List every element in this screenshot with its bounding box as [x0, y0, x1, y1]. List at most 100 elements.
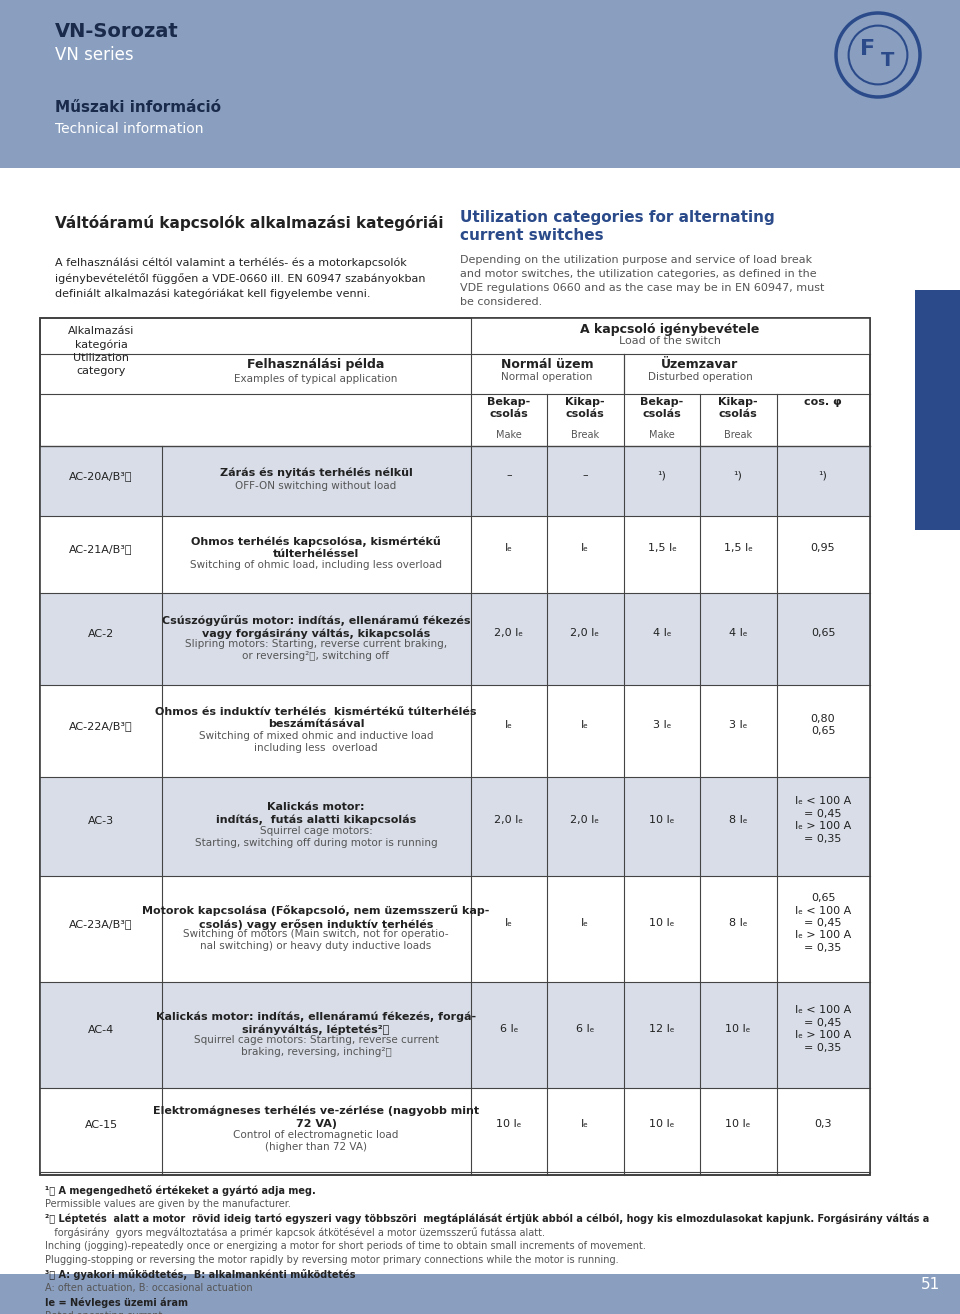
Text: A felhasználási céltól valamint a terhélés- és a motorkapcsolók
igénybevételétől: A felhasználási céltól valamint a terhél…: [55, 258, 425, 298]
Text: 10 Iₑ: 10 Iₑ: [649, 918, 675, 928]
Text: 6 Iₑ: 6 Iₑ: [500, 1024, 518, 1034]
Text: ³⦳ A: gyakori működtetés,  B: alkalmankénti működtetés: ³⦳ A: gyakori működtetés, B: alkalmankén…: [45, 1269, 355, 1280]
Text: 2,0 Iₑ: 2,0 Iₑ: [570, 628, 599, 639]
Text: Depending on the utilization purpose and service of load break
and motor switche: Depending on the utilization purpose and…: [460, 255, 825, 307]
Text: AC-2: AC-2: [88, 629, 114, 639]
Text: 8 Iₑ: 8 Iₑ: [729, 815, 747, 825]
Text: Break: Break: [571, 430, 599, 440]
Bar: [40, 982, 870, 1088]
Text: AC-15: AC-15: [84, 1120, 117, 1130]
Text: Normal operation: Normal operation: [501, 372, 592, 382]
Bar: [40, 516, 870, 593]
Text: Iₑ: Iₑ: [505, 918, 513, 928]
Text: Utilization categories for alternating: Utilization categories for alternating: [460, 210, 775, 225]
Text: VN-Sorozat: VN-Sorozat: [55, 22, 179, 41]
Text: 2,0 Iₑ: 2,0 Iₑ: [570, 815, 599, 825]
Text: Kikap-
csolás: Kikap- csolás: [718, 397, 757, 419]
Bar: [40, 318, 870, 1175]
Bar: [471, 318, 870, 353]
Text: forgásirány  gyors megváltoztatása a primér kapcsok átkötésével a motor üzemssze: forgásirány gyors megváltoztatása a prim…: [45, 1227, 545, 1238]
Text: 1,5 Iₑ: 1,5 Iₑ: [724, 543, 753, 553]
Text: Squirrel cage motors: Starting, reverse current
braking, reversing, inching²⦳: Squirrel cage motors: Starting, reverse …: [194, 1035, 439, 1056]
Text: cos. φ: cos. φ: [804, 397, 842, 407]
Text: 51: 51: [921, 1277, 940, 1292]
Text: Iₑ: Iₑ: [581, 543, 588, 553]
Text: Bekap-
csolás: Bekap- csolás: [488, 397, 531, 419]
Text: –: –: [506, 470, 512, 480]
Text: Normál üzem: Normál üzem: [501, 357, 593, 371]
Text: Üzemzavar: Üzemzavar: [661, 357, 738, 371]
Text: 12 Iₑ: 12 Iₑ: [649, 1024, 675, 1034]
Text: Switching of ohmic load, including less overload: Switching of ohmic load, including less …: [190, 560, 442, 570]
Text: ¹): ¹): [733, 470, 742, 480]
Text: AC-23A/B³⦳: AC-23A/B³⦳: [69, 918, 132, 929]
Text: 6 Iₑ: 6 Iₑ: [576, 1024, 594, 1034]
Text: Disturbed operation: Disturbed operation: [648, 372, 753, 382]
Text: 3 Iₑ: 3 Iₑ: [729, 720, 747, 731]
Text: AC-4: AC-4: [88, 1025, 114, 1035]
Text: 10 Iₑ: 10 Iₑ: [649, 1120, 675, 1129]
Text: 0,65: 0,65: [811, 628, 835, 639]
Text: 4 Iₑ: 4 Iₑ: [729, 628, 747, 639]
Text: 3 Iₑ: 3 Iₑ: [653, 720, 671, 731]
Text: 1,5 Iₑ: 1,5 Iₑ: [648, 543, 677, 553]
Text: Squirrel cage motors:
Starting, switching off during motor is running: Squirrel cage motors: Starting, switchin…: [195, 827, 438, 848]
Text: Permissible values are given by the manufacturer.: Permissible values are given by the manu…: [45, 1198, 291, 1209]
Bar: [40, 777, 870, 876]
Text: Kikap-
csolás: Kikap- csolás: [565, 397, 605, 419]
Text: F: F: [860, 39, 876, 59]
Text: Iₑ: Iₑ: [505, 720, 513, 731]
Text: 8 Iₑ: 8 Iₑ: [729, 918, 747, 928]
Text: Csúszógyűrűs motor: indítás, ellenáramú fékezés
vagy forgásirány váltás, kikapcs: Csúszógyűrűs motor: indítás, ellenáramú …: [161, 615, 470, 639]
Text: 10 Iₑ: 10 Iₑ: [726, 1024, 751, 1034]
Text: Ohmos és induktív terhélés  kismértékű túlterhélés
beszámításával: Ohmos és induktív terhélés kismértékű tú…: [156, 707, 477, 729]
Text: VN series: VN series: [55, 46, 133, 64]
Text: Control of electromagnetic load
(higher than 72 VA): Control of electromagnetic load (higher …: [233, 1130, 398, 1151]
Text: A kapcsoló igénybevétele: A kapcsoló igénybevétele: [580, 323, 759, 336]
Text: Rated operating current: Rated operating current: [45, 1311, 162, 1314]
Text: Ie = Névleges üzemi áram: Ie = Névleges üzemi áram: [45, 1297, 188, 1307]
Bar: [915, 290, 960, 530]
Text: Kalickás motor: indítás, ellenáramú fékezés, forgá-
sirányváltás, léptetés²⦳: Kalickás motor: indítás, ellenáramú féke…: [156, 1010, 476, 1034]
Text: Alkalmazási
kategória
Utilization
category: Alkalmazási kategória Utilization catego…: [68, 326, 134, 376]
Text: OFF-ON switching without load: OFF-ON switching without load: [235, 481, 396, 491]
Bar: [40, 685, 870, 777]
Text: Bekap-
csolás: Bekap- csolás: [640, 397, 684, 419]
Bar: [0, 1275, 960, 1314]
Text: Inching (jogging)-repeatedly once or energizing a motor for short periods of tim: Inching (jogging)-repeatedly once or ene…: [45, 1240, 646, 1251]
Text: 10 Iₑ: 10 Iₑ: [726, 1120, 751, 1129]
Text: Examples of typical application: Examples of typical application: [234, 374, 397, 384]
Text: 2,0 Iₑ: 2,0 Iₑ: [494, 628, 523, 639]
Text: 0,3: 0,3: [814, 1120, 831, 1129]
Text: ¹): ¹): [658, 470, 666, 480]
Text: Make: Make: [496, 430, 522, 440]
Text: Switching of mixed ohmic and inductive load
including less  overload: Switching of mixed ohmic and inductive l…: [199, 731, 433, 753]
Text: Iₑ: Iₑ: [505, 543, 513, 553]
Text: ²⦳ Léptetés  alatt a motor  rövid ideig tartó egyszeri vagy többszöri  megtáplál: ²⦳ Léptetés alatt a motor rövid ideig ta…: [45, 1213, 929, 1223]
Bar: [40, 876, 870, 982]
Text: current switches: current switches: [460, 229, 604, 243]
Text: ¹): ¹): [819, 470, 828, 480]
Text: Break: Break: [724, 430, 752, 440]
Text: AC-21A/B³⦳: AC-21A/B³⦳: [69, 544, 132, 555]
Text: AC-3: AC-3: [88, 816, 114, 827]
Text: Ohmos terhélés kapcsolósa, kismértékű
túlterhéléssel: Ohmos terhélés kapcsolósa, kismértékű tú…: [191, 536, 441, 560]
Text: Elektromágneses terhélés ve-zérlése (nagyobb mint
72 VA): Elektromágneses terhélés ve-zérlése (nag…: [153, 1106, 479, 1129]
Bar: [40, 1088, 870, 1172]
Text: AC-22A/B³⦳: AC-22A/B³⦳: [69, 721, 132, 731]
Text: Slipring motors: Starting, reverse current braking,
or reversing²⦳, switching of: Slipring motors: Starting, reverse curre…: [185, 639, 447, 661]
Text: Zárás és nyitás terhélés nélkül: Zárás és nyitás terhélés nélkül: [220, 468, 413, 478]
Text: 0,65
Iₑ < 100 A
= 0,45
Iₑ > 100 A
= 0,35: 0,65 Iₑ < 100 A = 0,45 Iₑ > 100 A = 0,35: [795, 894, 852, 953]
Text: Make: Make: [649, 430, 675, 440]
Text: Iₑ < 100 A
= 0,45
Iₑ > 100 A
= 0,35: Iₑ < 100 A = 0,45 Iₑ > 100 A = 0,35: [795, 1005, 852, 1053]
Bar: [40, 593, 870, 685]
Bar: [40, 318, 870, 1175]
Text: AC-20A/B³⦳: AC-20A/B³⦳: [69, 470, 132, 481]
Text: Iₑ: Iₑ: [581, 918, 588, 928]
Text: Iₑ: Iₑ: [581, 1120, 588, 1129]
Text: 10 Iₑ: 10 Iₑ: [649, 815, 675, 825]
Text: T: T: [881, 51, 895, 71]
Text: –: –: [582, 470, 588, 480]
Text: Switching of motors (Main switch, not for operatio-
nal switching) or heavy duty: Switching of motors (Main switch, not fo…: [183, 929, 449, 950]
Text: Felhasználási példa: Felhasználási példa: [248, 357, 385, 371]
